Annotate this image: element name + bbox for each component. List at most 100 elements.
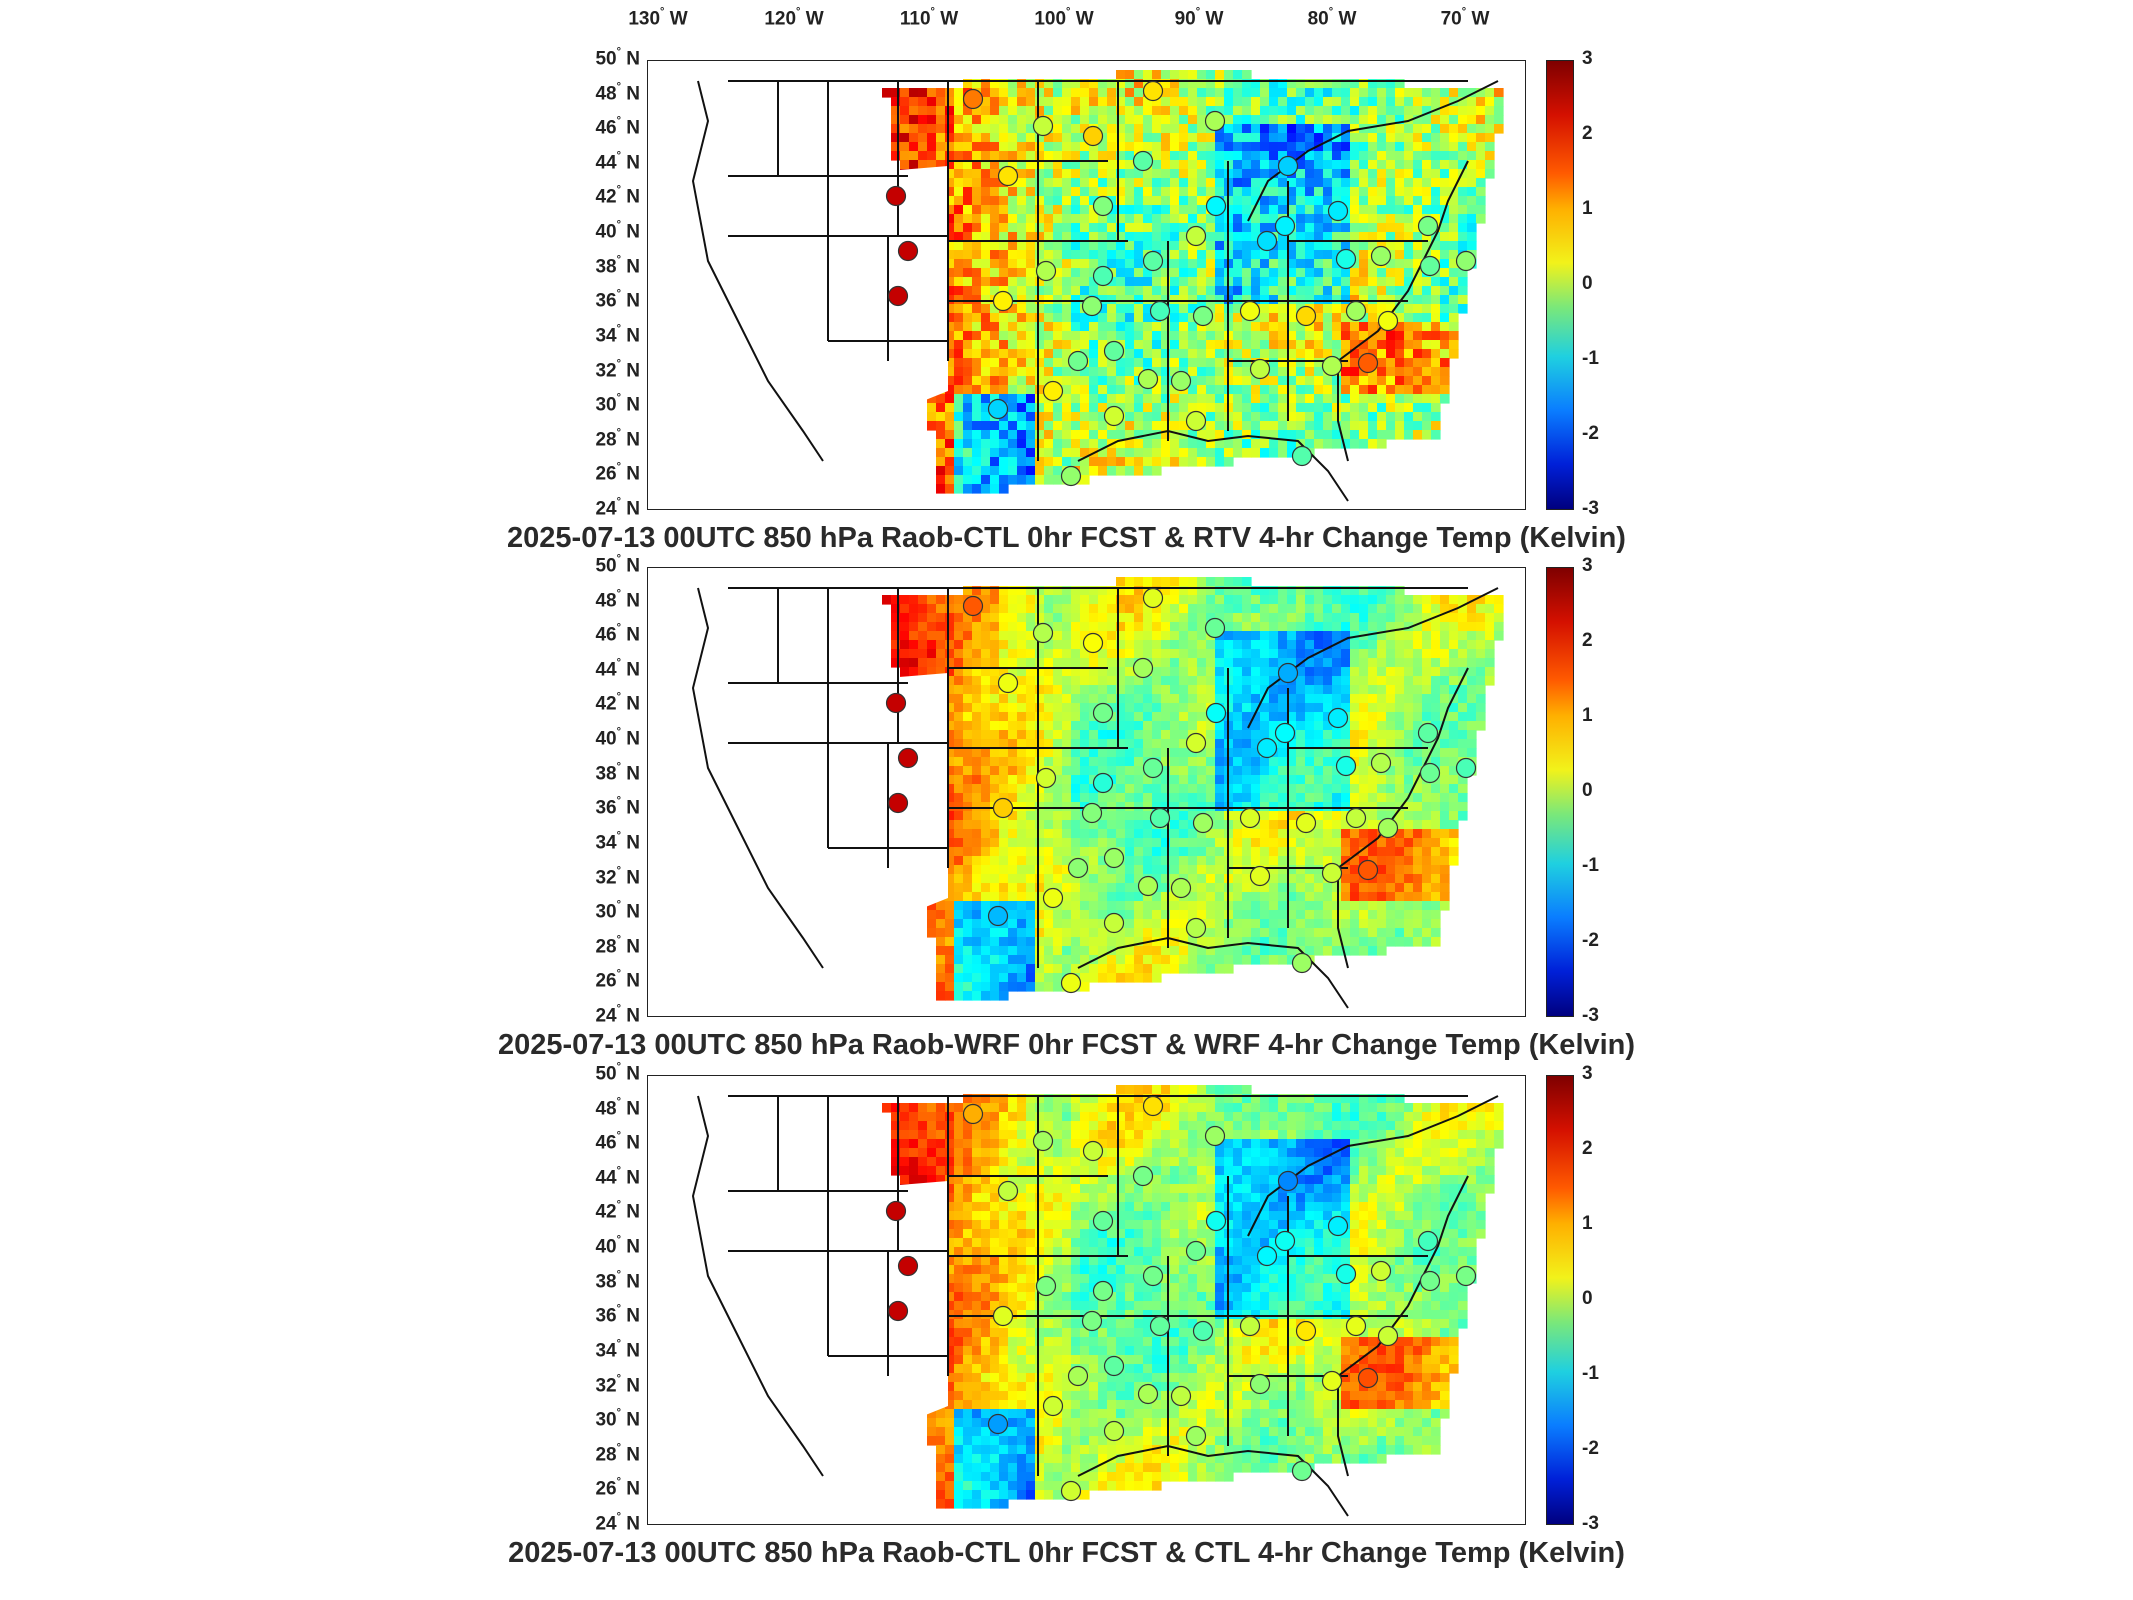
field-cell	[1125, 394, 1135, 404]
field-cell	[1152, 694, 1162, 704]
field-cell	[1386, 340, 1396, 350]
field-cell	[1053, 331, 1063, 341]
field-cell	[1485, 169, 1495, 179]
field-cell	[1350, 430, 1360, 440]
field-cell	[1287, 259, 1297, 269]
field-cell	[1125, 892, 1135, 902]
field-cell	[972, 169, 982, 179]
field-cell	[1377, 385, 1387, 395]
field-cell	[1395, 430, 1405, 440]
field-cell	[1431, 214, 1441, 224]
field-cell	[1062, 613, 1072, 623]
field-cell	[1053, 367, 1063, 377]
field-cell	[1458, 97, 1468, 107]
field-cell	[1278, 79, 1288, 89]
field-cell	[1008, 259, 1018, 269]
field-cell	[1107, 223, 1117, 233]
field-cell	[1260, 178, 1270, 188]
field-cell	[1269, 892, 1279, 902]
field-cell	[1413, 658, 1423, 668]
field-cell	[1044, 322, 1054, 332]
field-cell	[1413, 667, 1423, 677]
field-cell	[1008, 892, 1018, 902]
field-cell	[1341, 793, 1351, 803]
field-cell	[1332, 856, 1342, 866]
field-cell	[1053, 685, 1063, 695]
field-cell	[1467, 622, 1477, 632]
field-cell	[945, 187, 955, 197]
field-cell	[1395, 160, 1405, 170]
field-cell	[1215, 766, 1225, 776]
field-cell	[1143, 295, 1153, 305]
field-cell	[1044, 874, 1054, 884]
field-cell	[963, 892, 973, 902]
field-cell	[1161, 892, 1171, 902]
field-cell	[1044, 856, 1054, 866]
field-cell	[1260, 250, 1270, 260]
field-cell	[1377, 403, 1387, 413]
field-cell	[1341, 667, 1351, 677]
field-cell	[1125, 268, 1135, 278]
field-cell	[999, 775, 1009, 785]
field-cell	[1269, 874, 1279, 884]
field-cell	[1035, 475, 1045, 485]
field-cell	[1359, 106, 1369, 116]
field-cell	[954, 196, 964, 206]
field-cell	[1314, 286, 1324, 296]
field-cell	[1386, 106, 1396, 116]
field-cell	[1071, 88, 1081, 98]
field-cell	[1197, 649, 1207, 659]
field-cell	[1260, 430, 1270, 440]
field-cell	[954, 97, 964, 107]
field-cell	[1269, 775, 1279, 785]
field-cell	[1278, 268, 1288, 278]
field-cell	[1467, 241, 1477, 251]
field-cell	[1161, 595, 1171, 605]
field-cell	[1368, 205, 1378, 215]
field-cell	[945, 313, 955, 323]
field-cell	[1206, 106, 1216, 116]
field-cell	[963, 631, 973, 641]
field-cell	[1053, 757, 1063, 767]
field-cell	[1053, 232, 1063, 242]
field-cell	[1404, 712, 1414, 722]
field-cell	[1269, 730, 1279, 740]
field-cell	[999, 385, 1009, 395]
field-cell	[1386, 892, 1396, 902]
field-cell	[1179, 304, 1189, 314]
field-cell	[1161, 115, 1171, 125]
field-cell	[1125, 685, 1135, 695]
field-cell	[972, 430, 982, 440]
field-cell	[1089, 331, 1099, 341]
field-cell	[1098, 367, 1108, 377]
field-cell	[1089, 622, 1099, 632]
field-cell	[1422, 631, 1432, 641]
field-cell	[1305, 286, 1315, 296]
field-cell	[981, 712, 991, 722]
field-cell	[1233, 196, 1243, 206]
field-cell	[990, 106, 1000, 116]
field-cell	[1323, 586, 1333, 596]
field-cell	[1467, 232, 1477, 242]
field-cell	[1422, 313, 1432, 323]
field-cell	[1107, 277, 1117, 287]
field-cell	[1440, 811, 1450, 821]
field-cell	[1197, 430, 1207, 440]
field-cell	[1161, 421, 1171, 431]
field-cell	[1134, 223, 1144, 233]
field-cell	[1431, 394, 1441, 404]
field-cell	[1233, 403, 1243, 413]
field-cell	[1224, 97, 1234, 107]
field-cell	[1251, 250, 1261, 260]
field-cell	[1179, 676, 1189, 686]
field-cell	[1287, 649, 1297, 659]
field-cell	[1008, 793, 1018, 803]
field-cell	[1215, 730, 1225, 740]
field-cell	[990, 856, 1000, 866]
field-cell	[1143, 331, 1153, 341]
field-cell	[927, 403, 937, 413]
field-cell	[1008, 79, 1018, 89]
map-svg	[691, 577, 1504, 1009]
field-cell	[1395, 106, 1405, 116]
field-cell	[1242, 142, 1252, 152]
